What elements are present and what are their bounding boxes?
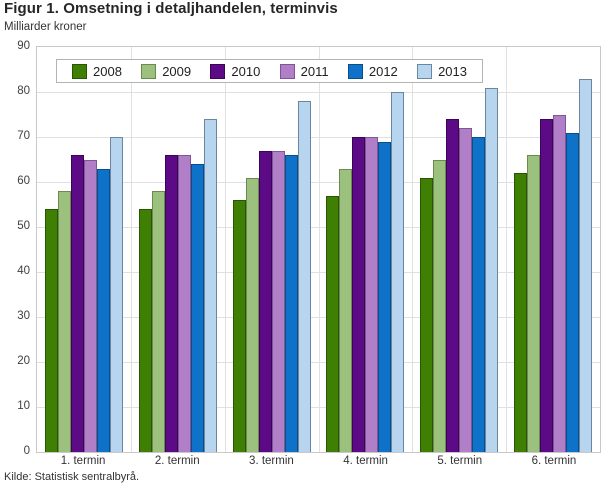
legend-swatch-2013	[417, 63, 433, 79]
bar-2010	[164, 155, 178, 452]
bar-2008	[326, 195, 340, 452]
x-category-label: 3. termin	[249, 455, 294, 467]
x-axis-category-labels: 1. termin 2. termin 3. termin 4. termin 5. t…	[36, 455, 601, 467]
y-tick-label: 40	[17, 265, 30, 277]
legend-label: 2011	[300, 63, 329, 79]
y-tick-label: 80	[17, 85, 30, 97]
bar-2010	[540, 119, 554, 452]
v-gridline	[318, 47, 320, 452]
bar-2008	[44, 209, 58, 452]
x-category-label: 1. termin	[60, 455, 106, 467]
bar-2009	[527, 155, 541, 452]
y-tick-label: 50	[17, 220, 30, 232]
y-tick-label: 60	[17, 175, 30, 187]
bar-2012	[190, 164, 204, 452]
bar-2010	[70, 155, 84, 452]
bar-group	[225, 47, 319, 452]
v-gridline	[224, 47, 226, 452]
y-axis-unit-label: Milliarder kroner	[4, 21, 87, 33]
x-category-label: 2. termin	[154, 455, 200, 467]
bar-2013	[485, 87, 499, 452]
bar-2009	[57, 191, 71, 452]
bar-2013	[109, 137, 123, 452]
bar-2013	[391, 92, 405, 452]
bar-2010	[258, 150, 272, 452]
bar-2010	[446, 119, 460, 452]
source-note: Kilde: Statistisk sentralbyrå.	[4, 471, 140, 483]
bar-2011	[459, 128, 473, 452]
bar-2013	[297, 101, 311, 452]
legend-label: 2010	[231, 63, 261, 79]
y-tick-label: 10	[17, 400, 30, 412]
bar-group	[318, 47, 412, 452]
bar-2008	[420, 177, 434, 452]
chart-title: Figur 1. Omsetning i detaljhandelen, ter…	[4, 0, 338, 17]
legend-swatch-2010	[210, 63, 226, 79]
legend-item-2012: 2012	[347, 63, 398, 79]
bar-2012	[284, 155, 298, 452]
legend-item-2011: 2011	[279, 63, 329, 79]
legend-label: 2012	[368, 63, 398, 79]
v-gridline	[412, 47, 414, 452]
x-category-label: 6. termin	[531, 455, 577, 467]
plot-area: 2008 2009 2010 2011 2012 2013	[36, 46, 601, 453]
bar-2008	[514, 173, 528, 452]
chart-area: 0 10 20 30 40 50 60 70 80 90 2008 2009 2010 2011 2012…	[0, 40, 610, 474]
legend-label: 2013	[438, 63, 467, 79]
x-category-label: 5. termin	[437, 455, 483, 467]
bar-2012	[472, 137, 486, 452]
bar-2009	[245, 177, 259, 452]
y-tick-label: 0	[23, 445, 30, 457]
bar-series-layer	[37, 47, 600, 452]
legend-label: 2008	[93, 63, 122, 79]
bar-2011	[83, 159, 97, 452]
bar-group	[412, 47, 506, 452]
bar-2012	[96, 168, 110, 452]
legend-item-2010: 2010	[210, 63, 261, 79]
legend-label: 2009	[162, 63, 192, 79]
bar-group	[131, 47, 225, 452]
bar-group	[506, 47, 600, 452]
bar-2013	[203, 119, 217, 452]
v-gridline	[130, 47, 132, 452]
legend-swatch-2011	[279, 63, 295, 79]
bar-2012	[378, 141, 392, 452]
bar-2011	[365, 137, 379, 452]
bar-2011	[553, 114, 567, 452]
bar-2011	[271, 150, 285, 452]
bar-2013	[579, 78, 593, 452]
legend-swatch-2008	[72, 63, 87, 79]
y-tick-label: 90	[17, 40, 30, 52]
legend-item-2013: 2013	[417, 63, 467, 79]
bar-2011	[177, 155, 191, 452]
v-gridline	[506, 47, 508, 452]
bar-2008	[138, 209, 152, 452]
bar-group	[37, 47, 131, 452]
legend-item-2009: 2009	[141, 63, 192, 79]
bar-2010	[352, 137, 366, 452]
y-tick-label: 20	[17, 355, 30, 367]
legend-swatch-2009	[141, 63, 157, 79]
y-tick-label: 70	[17, 130, 30, 142]
y-tick-label: 30	[17, 310, 30, 322]
legend-item-2008: 2008	[72, 63, 122, 79]
bar-2009	[339, 168, 353, 452]
bar-2009	[433, 159, 447, 452]
bar-2008	[232, 200, 246, 452]
legend: 2008 2009 2010 2011 2012 2013	[56, 59, 483, 83]
bar-2012	[566, 132, 580, 452]
x-category-label: 4. termin	[343, 455, 388, 467]
bar-2009	[151, 191, 165, 452]
legend-swatch-2012	[347, 63, 363, 79]
